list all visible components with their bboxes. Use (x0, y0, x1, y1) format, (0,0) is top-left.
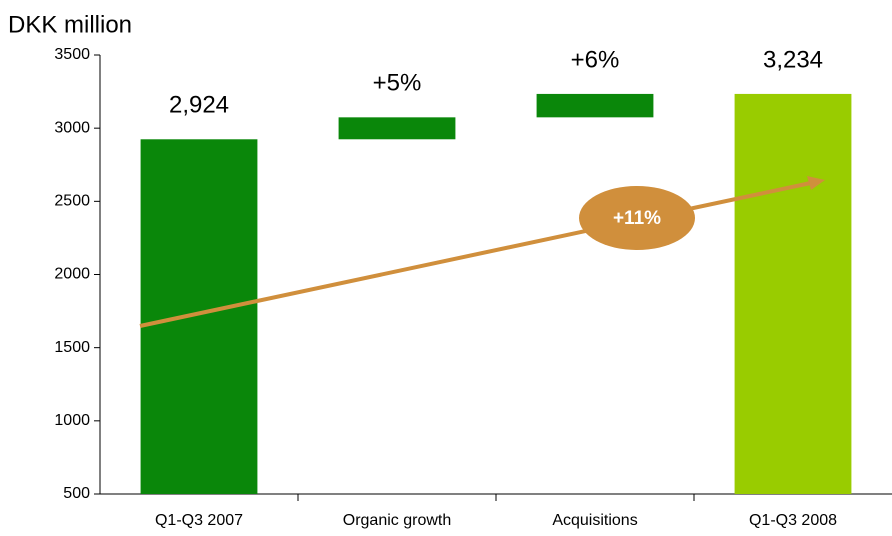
value-label: 2,924 (169, 92, 229, 119)
y-axis-label: DKK million (8, 11, 132, 38)
y-tick-label: 500 (63, 485, 90, 502)
trend-arrow (139, 180, 814, 328)
arrow-head (807, 176, 825, 190)
value-label: +6% (571, 46, 620, 73)
y-tick-label: 2500 (54, 193, 90, 210)
bar (536, 93, 654, 118)
x-tick-label: Q1-Q3 2007 (155, 512, 243, 529)
x-tick-label: Acquisitions (552, 512, 637, 529)
y-tick-label: 1500 (54, 339, 90, 356)
y-tick-label: 1000 (54, 412, 90, 429)
y-tick-label: 2000 (54, 266, 90, 283)
value-label: +5% (373, 70, 422, 97)
x-tick-label: Q1-Q3 2008 (749, 512, 837, 529)
bar (734, 93, 852, 494)
x-tick-label: Organic growth (343, 512, 452, 529)
bar (338, 117, 456, 140)
y-tick-label: 3000 (54, 119, 90, 136)
bar (140, 139, 258, 494)
change-badge (579, 186, 695, 250)
value-label: 3,234 (763, 46, 823, 73)
change-label: +11% (613, 208, 661, 229)
y-tick-label: 3500 (54, 46, 90, 63)
